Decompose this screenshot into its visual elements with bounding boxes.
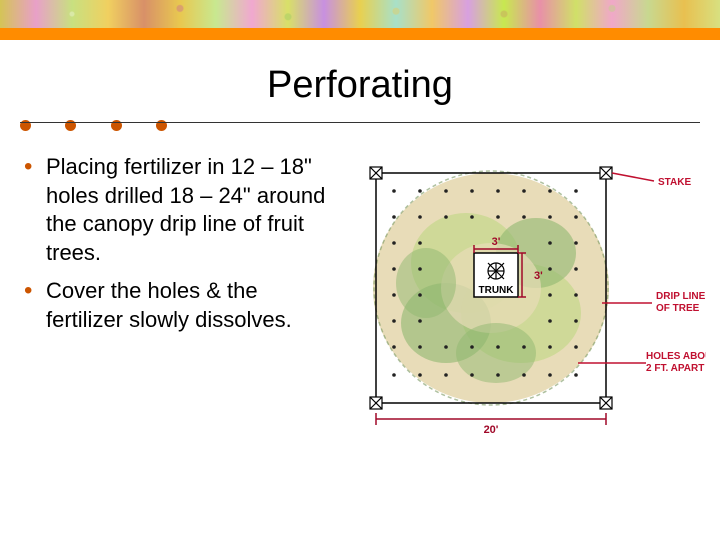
content-area: Placing fertilizer in 12 – 18" holes dri… xyxy=(0,141,720,453)
trunk-label: TRUNK xyxy=(479,285,515,296)
orange-divider xyxy=(0,28,720,40)
dim-inner-w-label: 3' xyxy=(492,236,501,248)
slide-title: Perforating xyxy=(0,64,720,107)
horizontal-rule xyxy=(20,122,700,123)
bullet-item: Placing fertilizer in 12 – 18" holes dri… xyxy=(24,153,334,267)
callout-stake: STAKE xyxy=(658,177,691,188)
dim-inner-h-label: 3' xyxy=(534,270,543,282)
decorative-banner xyxy=(0,0,720,28)
bullet-item: Cover the holes & the fertilizer slowly … xyxy=(24,277,334,334)
bullet-list: Placing fertilizer in 12 – 18" holes dri… xyxy=(24,153,334,453)
trunk-symbol xyxy=(488,263,504,279)
dim-width-label: 20' xyxy=(484,424,499,436)
callout-drip-1: DRIP LINE xyxy=(656,291,706,302)
callout-holes-2: 2 FT. APART xyxy=(646,363,704,374)
callout-drip-2: OF TREE xyxy=(656,303,700,314)
callout-holes-1: HOLES ABOUT xyxy=(646,351,706,362)
accent-row xyxy=(20,117,720,141)
diagram-svg: TRUNK 3' 3' 20' STAKE DRIP LINE OF TREE xyxy=(346,153,706,453)
perforating-diagram: TRUNK 3' 3' 20' STAKE DRIP LINE OF TREE xyxy=(346,153,706,453)
callout-stake-line xyxy=(612,173,654,181)
